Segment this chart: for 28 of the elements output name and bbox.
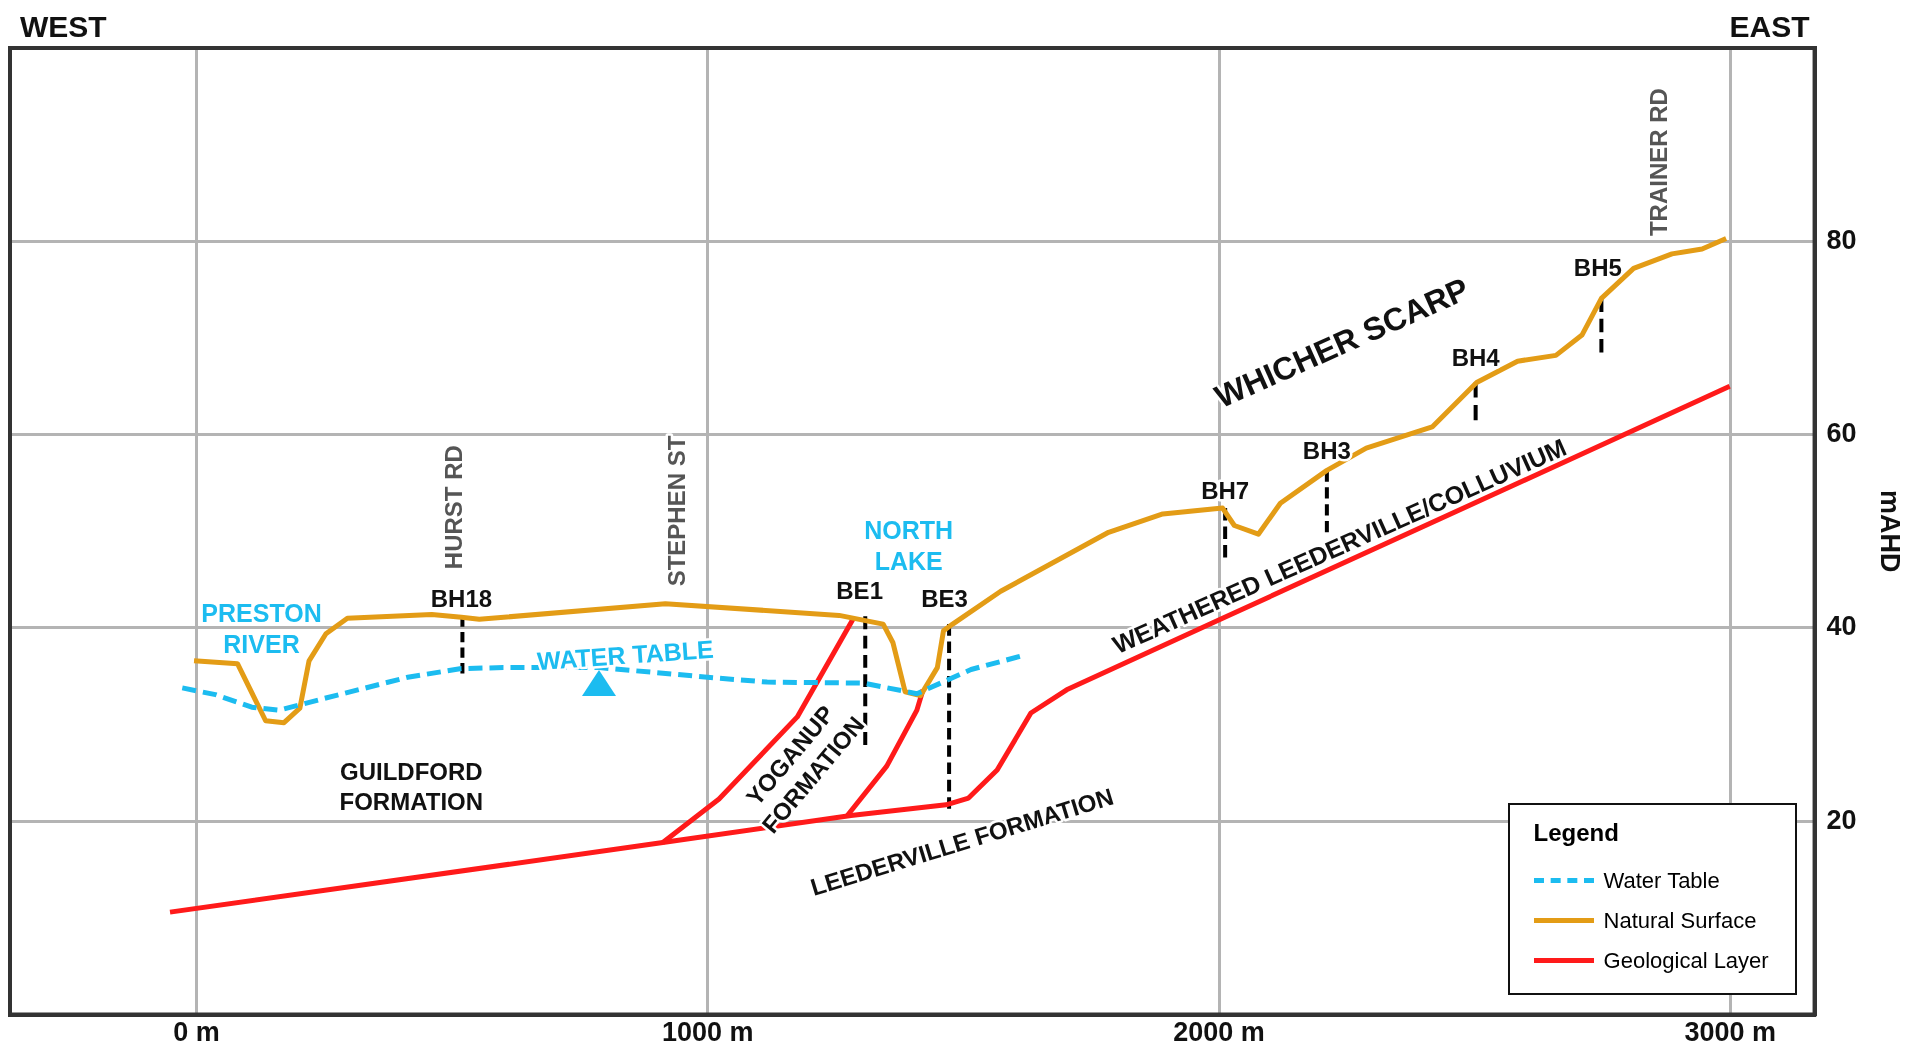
y-tick-label: 40 xyxy=(1826,611,1857,642)
annotation: BH5 xyxy=(1573,253,1622,281)
y-tick-label: 60 xyxy=(1826,418,1857,449)
legend-label: Water Table xyxy=(1603,867,1720,894)
annotation: BH7 xyxy=(1201,477,1250,505)
x-tick-label: 0 m xyxy=(173,1017,220,1048)
annotation: STEPHEN ST xyxy=(663,435,691,587)
text: WEST xyxy=(20,10,107,44)
y-tick-label: 80 xyxy=(1826,224,1857,255)
annotation: BE1 xyxy=(836,576,883,604)
y-axis-title: mAHD xyxy=(1875,490,1906,573)
annotation: TRAINER RD xyxy=(1644,88,1672,237)
x-tick-label: 3000 m xyxy=(1684,1017,1777,1048)
annotation: WATER TABLE xyxy=(536,634,715,675)
x-tick-label: 1000 m xyxy=(662,1017,754,1048)
annotation: BH18 xyxy=(430,584,493,612)
annotation: BE3 xyxy=(921,584,968,612)
annotation: NORTH LAKE xyxy=(864,516,954,576)
legend-title: Legend xyxy=(1533,818,1620,847)
annotation: PRESTON RIVER xyxy=(201,599,322,659)
y-tick-label: 20 xyxy=(1826,804,1857,835)
annotation: GUILDFORD FORMATION xyxy=(339,758,484,816)
text: EAST xyxy=(1729,10,1810,44)
legend-label: Natural Surface xyxy=(1603,907,1757,934)
annotation: HURST RD xyxy=(439,445,467,570)
legend-label: Geological Layer xyxy=(1603,947,1769,974)
x-tick-label: 2000 m xyxy=(1173,1017,1265,1048)
annotation: BH4 xyxy=(1451,343,1501,371)
